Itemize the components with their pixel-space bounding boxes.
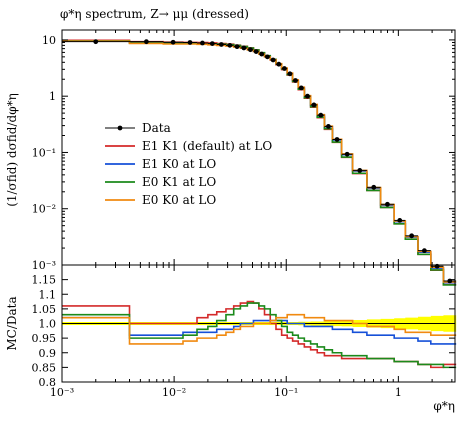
x-tick-label: 10⁻³ <box>50 386 74 399</box>
data-point <box>357 167 363 173</box>
data-point <box>227 42 233 48</box>
legend-entry: E0 K0 at LO <box>142 193 216 207</box>
data-point <box>93 39 99 45</box>
data-point <box>187 40 193 45</box>
data-point <box>409 233 415 239</box>
data-point <box>248 47 253 53</box>
mc-series-1 <box>62 40 457 284</box>
x-axis-label: φ*η <box>433 399 455 413</box>
data-point <box>209 41 215 46</box>
y-tick-label: 1 <box>49 90 56 103</box>
mc-series-0 <box>62 39 457 286</box>
legend-entry: E1 K0 at LO <box>142 157 216 171</box>
legend-entry: E1 K1 (default) at LO <box>142 139 272 153</box>
ratio-series-0 <box>62 300 457 369</box>
legend: Data E1 K1 (default) at LO E1 K0 at LO E0 K… <box>105 121 272 207</box>
data-point <box>259 51 265 57</box>
ratio-y-tick-label: 0.85 <box>32 361 57 374</box>
data-point <box>421 248 427 254</box>
data-point <box>234 44 240 50</box>
data-point <box>241 45 247 51</box>
data-point <box>298 85 304 91</box>
legend-entry: Data <box>142 121 171 135</box>
x-tick-label: 1 <box>395 386 402 399</box>
data-point <box>200 40 205 46</box>
ratio-y-axis-label: MC/Data <box>5 296 19 350</box>
data-point <box>270 57 276 63</box>
data-point <box>293 78 298 83</box>
data-point <box>287 71 293 77</box>
y-tick-label: 10⁻³ <box>32 259 56 272</box>
legend-data-marker <box>117 125 123 131</box>
data-point <box>170 39 176 45</box>
mc-series-3 <box>62 40 457 283</box>
mc-series-2 <box>62 40 457 286</box>
ratio-y-tick-label: 0.95 <box>32 332 57 345</box>
y-tick-label: 10⁻² <box>32 203 56 216</box>
ratio-y-tick-label: 0.8 <box>39 376 57 389</box>
ratio-series-3 <box>62 313 457 345</box>
data-point <box>318 112 324 118</box>
data-point <box>344 151 350 157</box>
data-point <box>371 184 377 190</box>
data-point <box>311 102 317 108</box>
data-point <box>305 93 310 99</box>
x-tick-label: 10⁻¹ <box>274 386 298 399</box>
y-tick-label: 10 <box>42 34 56 47</box>
data-point <box>143 39 149 45</box>
ratio-panel: 0.8 0.850.9 0.951.0 1.05 1.11.15 10⁻³ 10⁻² 10⁻¹… <box>32 264 457 399</box>
ratio-series-1 <box>62 316 457 345</box>
x-tick-label: 10⁻² <box>162 386 186 399</box>
main-y-axis-label: (1/σfid) dσfid/dφ*η <box>5 93 19 207</box>
data-point <box>218 42 224 47</box>
main-panel: 10⁻³ 10⁻² 10⁻¹ 1 10 <box>32 29 457 286</box>
ratio-series-2 <box>62 302 457 369</box>
data-point <box>385 201 390 207</box>
ratio-y-tick-label: 1.1 <box>39 288 57 301</box>
data-point <box>253 49 259 54</box>
chart-title: φ*η spectrum, Z→ μμ (dressed) <box>60 7 249 21</box>
data-point <box>397 218 403 223</box>
data-point <box>334 137 340 142</box>
ratio-y-tick-label: 1.0 <box>39 318 57 331</box>
data-point <box>264 54 270 60</box>
ratio-y-tick-label: 1.15 <box>32 274 57 287</box>
ratio-y-tick-label: 1.05 <box>32 303 57 316</box>
data-point <box>282 66 287 71</box>
y-tick-label: 10⁻¹ <box>32 146 56 159</box>
legend-entry: E0 K1 at LO <box>142 175 216 189</box>
ratio-y-tick-label: 0.9 <box>39 347 57 360</box>
data-point <box>276 61 282 67</box>
data-point <box>326 124 331 129</box>
